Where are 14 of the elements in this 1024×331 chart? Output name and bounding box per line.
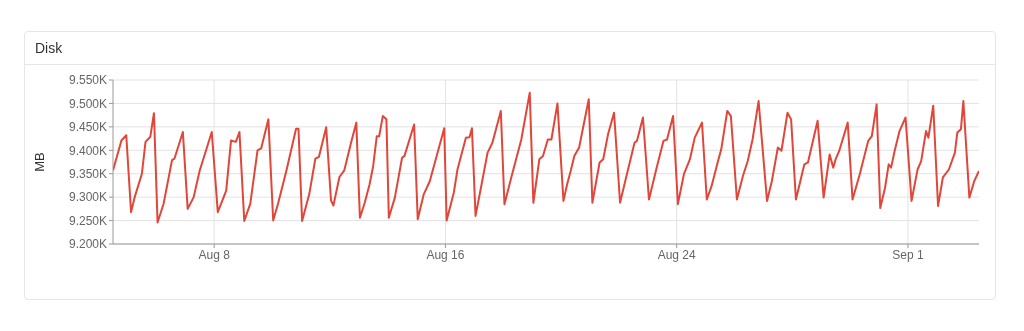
- y-tick-label: 9.550K: [68, 73, 107, 88]
- x-tick-label: Aug 16: [426, 247, 465, 262]
- x-tick-label: Aug 8: [198, 247, 231, 262]
- y-tick-label: 9.200K: [68, 237, 107, 252]
- y-tick-label: 9.400K: [68, 143, 107, 158]
- y-tick-label: 9.350K: [68, 166, 107, 181]
- y-tick-label: 9.500K: [68, 96, 107, 111]
- chart-title: Disk: [25, 32, 995, 65]
- y-tick-label: 9.250K: [68, 213, 107, 228]
- y-tick-label: 9.300K: [68, 190, 107, 205]
- y-tick-label: 9.450K: [68, 120, 107, 135]
- x-tick-label: Aug 24: [657, 247, 697, 262]
- x-tick-label: Sep 1: [892, 247, 924, 262]
- y-axis-title: MB: [31, 152, 47, 172]
